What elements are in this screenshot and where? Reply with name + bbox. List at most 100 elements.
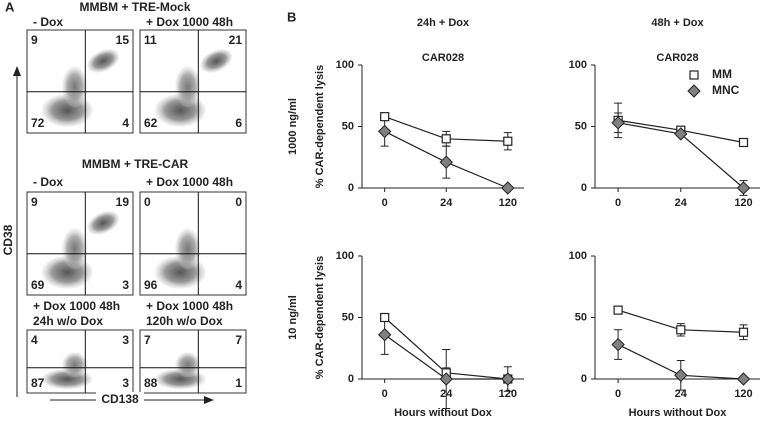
y-tick-label: 100 xyxy=(569,59,587,71)
group-title: MMBM + TRE-Mock xyxy=(80,0,191,14)
quadrant-value: 69 xyxy=(31,278,45,292)
plot-label: + Dox 1000 48h xyxy=(33,299,120,313)
y-axis-label: % CAR-dependent lysis xyxy=(314,256,326,379)
marker xyxy=(377,124,392,139)
plot-label: 24h w/o Dox xyxy=(33,314,103,328)
marker xyxy=(439,155,453,169)
x-tick-label: 120 xyxy=(499,388,517,400)
label-bg xyxy=(96,392,144,408)
x-tick-label: 0 xyxy=(615,388,621,400)
x-tick-label: 24 xyxy=(675,197,688,209)
quadrant-value: 3 xyxy=(122,333,129,347)
density xyxy=(200,49,233,73)
marker xyxy=(676,325,686,335)
y-tick-label: 0 xyxy=(581,182,587,194)
row-label: 10 ng/ml xyxy=(287,295,299,340)
quadrant-value: 96 xyxy=(144,278,158,292)
arrow-head xyxy=(204,396,214,404)
marker xyxy=(501,372,515,386)
legend-label: MNC xyxy=(712,83,740,97)
quadrant-value: 1 xyxy=(235,376,242,390)
quadrant-value: 3 xyxy=(122,278,129,292)
x-tick-label: 0 xyxy=(615,197,621,209)
x-tick-label: 24 xyxy=(440,197,453,209)
marker xyxy=(503,136,513,146)
quadrant-value: 88 xyxy=(144,376,158,390)
quadrant-value: 0 xyxy=(144,195,151,209)
quadrant-value: 87 xyxy=(31,376,45,390)
x-tick-label: 0 xyxy=(382,197,388,209)
plot-label: - Dox xyxy=(33,15,63,29)
x-tick-label: 120 xyxy=(734,388,752,400)
quadrant-value: 0 xyxy=(235,195,242,209)
y-tick-label: 100 xyxy=(569,250,587,262)
y-tick-label: 100 xyxy=(336,59,354,71)
density xyxy=(61,66,88,108)
marker xyxy=(441,134,451,144)
plot-label: - Dox xyxy=(33,175,63,189)
plot-label: + Dox 1000 48h xyxy=(146,15,233,29)
axis-label: CD38 xyxy=(1,224,15,255)
marker xyxy=(377,328,392,342)
quadrant-value: 7 xyxy=(144,333,151,347)
quadrant-value: 6 xyxy=(235,116,242,130)
arrow-head xyxy=(13,66,21,76)
quadrant-value: 4 xyxy=(235,278,242,292)
quadrant-value: 11 xyxy=(144,33,157,47)
marker xyxy=(738,327,749,337)
plot-label: + Dox 1000 48h xyxy=(146,175,233,189)
plot-label: + Dox 1000 48h xyxy=(146,299,233,313)
density xyxy=(174,228,201,270)
x-axis-label: Hours without Dox xyxy=(394,407,493,419)
panel-label: A xyxy=(5,0,15,14)
marker xyxy=(611,116,625,130)
x-axis-label: Hours without Dox xyxy=(629,407,728,419)
y-tick-label: 0 xyxy=(348,373,354,385)
plot-label: 120h w/o Dox xyxy=(146,314,223,328)
x-tick-label: 120 xyxy=(499,197,517,209)
quadrant-value: 9 xyxy=(31,33,38,47)
x-tick-label: 24 xyxy=(675,388,688,400)
chart-title: 48h + Dox xyxy=(651,17,704,29)
marker xyxy=(736,372,751,386)
quadrant-value: 21 xyxy=(229,33,243,47)
y-axis-label: % CAR-dependent lysis xyxy=(314,65,326,188)
y-tick-label: 50 xyxy=(342,120,354,132)
y-tick-label: 0 xyxy=(348,182,354,194)
marker xyxy=(380,312,390,323)
marker xyxy=(689,70,699,80)
panel-label: B xyxy=(287,9,296,24)
axis-label: CD138 xyxy=(101,392,139,406)
quadrant-value: 3 xyxy=(122,376,129,390)
density xyxy=(61,228,88,270)
marker xyxy=(674,127,688,141)
quadrant-value: 9 xyxy=(31,195,38,209)
legend-label: MM xyxy=(712,67,732,81)
quadrant-value: 15 xyxy=(116,33,130,47)
density xyxy=(174,66,201,108)
y-tick-label: 50 xyxy=(575,311,587,323)
density xyxy=(174,352,201,378)
marker xyxy=(501,181,515,195)
y-tick-label: 50 xyxy=(575,120,587,132)
density xyxy=(87,49,120,73)
y-tick-label: 0 xyxy=(581,373,587,385)
chart-title: 24h + Dox xyxy=(417,17,470,29)
quadrant-value: 4 xyxy=(31,333,38,347)
chart-subtitle: CAR028 xyxy=(656,52,698,64)
marker xyxy=(611,337,625,352)
marker xyxy=(439,372,453,386)
quadrant-value: 62 xyxy=(144,116,158,130)
quadrant-value: 72 xyxy=(31,116,45,130)
y-tick-label: 100 xyxy=(336,250,354,262)
y-tick-label: 50 xyxy=(342,311,354,323)
quadrant-value: 7 xyxy=(235,333,242,347)
density xyxy=(61,352,88,378)
density xyxy=(87,211,120,235)
chart-subtitle: CAR028 xyxy=(422,52,464,64)
marker xyxy=(380,112,390,122)
x-tick-label: 0 xyxy=(382,388,388,400)
marker xyxy=(738,137,749,148)
x-tick-label: 120 xyxy=(734,197,752,209)
